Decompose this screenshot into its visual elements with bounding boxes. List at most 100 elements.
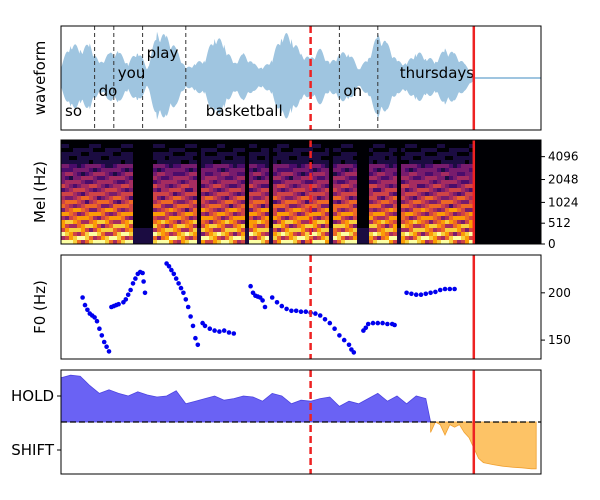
spectrogram-cell	[97, 156, 102, 161]
spectrogram-cell	[61, 216, 66, 221]
spectrogram-cell	[377, 208, 382, 213]
spectrogram-cell	[177, 152, 182, 157]
spectrogram-cell	[365, 228, 370, 233]
spectrogram-cell	[209, 172, 214, 177]
spectrogram-cell	[221, 144, 226, 149]
spectrogram-cell	[365, 156, 370, 161]
spectrogram-cell	[89, 236, 94, 241]
spectrogram-cell	[201, 192, 206, 197]
spectrogram-cell	[113, 236, 118, 241]
spectrogram-cell	[333, 232, 338, 237]
spectrogram-cell	[97, 148, 102, 153]
spectrogram-cell	[237, 152, 242, 157]
spectrogram-cell	[137, 216, 142, 221]
spectrogram-cell	[125, 216, 130, 221]
spectrogram-cell	[369, 176, 374, 181]
spectrogram-cell	[401, 240, 406, 244]
spectrogram-cell	[237, 144, 242, 149]
spectrogram-cell	[89, 152, 94, 157]
spectrogram-cell	[381, 208, 386, 213]
spectrogram-cell	[209, 236, 214, 241]
f0-point	[176, 281, 181, 286]
spectrogram-cell	[269, 160, 274, 165]
f0-point	[293, 308, 299, 314]
spectrogram-cell	[133, 172, 138, 177]
spectrogram-cell	[337, 152, 342, 157]
spectrogram-cell	[237, 220, 242, 225]
spectrogram-cell	[157, 148, 162, 153]
spectrogram-cell	[197, 200, 202, 205]
spectrogram-cell	[309, 156, 314, 161]
spectrogram-cell	[437, 200, 442, 205]
spectrogram-cell	[217, 148, 222, 153]
spectrogram-cell	[449, 196, 454, 201]
spectrogram-cell	[101, 176, 106, 181]
spectrogram-cell	[281, 148, 286, 153]
spectrogram-cell	[249, 172, 254, 177]
spectrogram-cell	[217, 208, 222, 213]
spectrogram-cell	[301, 192, 306, 197]
spectrogram-cell	[65, 192, 70, 197]
spectrogram-cell	[465, 160, 470, 165]
spectrogram-cell	[321, 220, 326, 225]
spectrogram-cell	[109, 148, 114, 153]
spectrogram-cell	[401, 188, 406, 193]
spectrogram-cell	[461, 212, 466, 217]
spectrogram-cell	[249, 152, 254, 157]
spectrogram-cell	[173, 176, 178, 181]
f0-point	[447, 286, 453, 292]
spectrogram-cell	[177, 184, 182, 189]
spectrogram-cell	[117, 160, 122, 165]
spectrogram-cell	[377, 196, 382, 201]
spectrogram-cell	[241, 180, 246, 185]
spectrogram-cell	[285, 212, 290, 217]
spectrogram-cell	[461, 200, 466, 205]
spectrogram-cell	[361, 204, 366, 209]
spectrogram-cell	[85, 204, 90, 209]
spectrogram-cell	[205, 144, 210, 149]
spectrogram-cell	[297, 200, 302, 205]
spectrogram-cell	[445, 204, 450, 209]
f0-point	[332, 326, 337, 332]
spectrogram-cell	[333, 148, 338, 153]
spectrogram-cell	[113, 188, 118, 193]
spectrogram-cell	[273, 204, 278, 209]
f0-point	[133, 276, 138, 281]
spectrogram-cell	[409, 212, 414, 217]
spectrogram-cell	[321, 160, 326, 165]
spectrogram-cell	[201, 140, 206, 145]
spectrogram-cell	[221, 216, 226, 221]
f0-point	[269, 295, 275, 300]
spectrogram-cell	[197, 196, 202, 201]
spectrogram-cell	[229, 176, 234, 181]
f0-point	[418, 292, 424, 298]
spectrogram-cell	[69, 168, 74, 173]
spectrogram-cell	[181, 192, 186, 197]
spectrogram-cell	[169, 160, 174, 165]
spectrogram-cell	[149, 184, 154, 189]
spectrogram-cell	[425, 240, 430, 244]
spectrogram-cell	[289, 200, 294, 205]
spectrogram-cell	[161, 240, 166, 244]
spectrogram-cell	[69, 224, 74, 229]
spectrogram-cell	[409, 176, 414, 181]
spectrogram-cell	[437, 164, 442, 169]
spectrogram-cell	[305, 148, 310, 153]
spectrogram-cell	[397, 172, 402, 177]
spectrogram-cell	[137, 220, 142, 225]
spectrogram-cell	[125, 208, 130, 213]
spectrogram-cell	[129, 204, 134, 209]
spectrogram-cell	[217, 232, 222, 237]
spectrogram-cell	[281, 144, 286, 149]
spectrogram-cell	[349, 192, 354, 197]
f0-point	[298, 309, 304, 315]
spectrogram-cell	[257, 184, 262, 189]
spectrogram-cell	[305, 192, 310, 197]
spectrogram-cell	[341, 140, 346, 145]
spectrogram-cell	[401, 208, 406, 213]
spectrogram-cell	[353, 236, 358, 241]
spectrogram-cell	[217, 144, 222, 149]
spectrogram-cell	[129, 208, 134, 213]
